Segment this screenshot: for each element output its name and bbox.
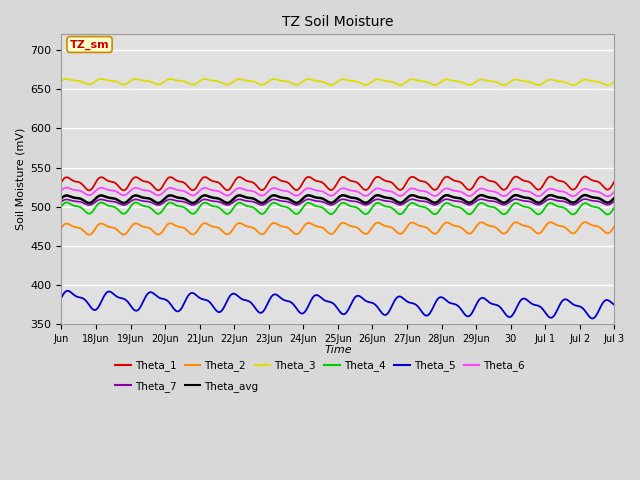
Theta_7 xyxy=(582,196,589,202)
Theta_1 xyxy=(85,188,93,193)
X-axis label: Time: Time xyxy=(324,346,352,355)
Theta_3 xyxy=(63,76,71,82)
Text: TZ_sm: TZ_sm xyxy=(70,39,109,49)
Theta_4 xyxy=(512,200,520,206)
Theta_6 xyxy=(611,189,618,194)
Theta_7 xyxy=(58,199,65,204)
Theta_avg xyxy=(358,198,365,204)
Theta_4 xyxy=(324,210,332,216)
Line: Theta_1: Theta_1 xyxy=(61,177,614,191)
Theta_1 xyxy=(324,186,332,192)
Theta_1 xyxy=(611,179,618,184)
Theta_6 xyxy=(512,186,520,192)
Theta_2 xyxy=(388,225,396,230)
Theta_6 xyxy=(598,191,606,197)
Theta_2 xyxy=(512,219,520,225)
Line: Theta_5: Theta_5 xyxy=(61,291,614,319)
Theta_4 xyxy=(598,208,606,214)
Theta_2 xyxy=(582,219,589,225)
Theta_avg xyxy=(611,195,618,201)
Theta_3 xyxy=(58,78,65,84)
Theta_2 xyxy=(324,230,332,236)
Theta_avg xyxy=(58,195,65,201)
Theta_1 xyxy=(321,182,329,188)
Theta_2 xyxy=(611,223,618,229)
Theta_avg xyxy=(321,197,329,203)
Theta_5 xyxy=(358,295,365,300)
Line: Theta_avg: Theta_avg xyxy=(61,195,614,203)
Theta_3 xyxy=(611,79,618,84)
Y-axis label: Soil Moisture (mV): Soil Moisture (mV) xyxy=(15,128,25,230)
Theta_3 xyxy=(358,81,365,86)
Theta_5 xyxy=(512,306,520,312)
Theta_2 xyxy=(358,229,365,235)
Theta_2 xyxy=(600,228,607,234)
Line: Theta_4: Theta_4 xyxy=(61,203,614,215)
Theta_5 xyxy=(588,316,596,322)
Legend: Theta_7, Theta_avg: Theta_7, Theta_avg xyxy=(111,377,263,396)
Line: Theta_3: Theta_3 xyxy=(61,79,614,85)
Theta_5 xyxy=(58,295,65,300)
Theta_5 xyxy=(64,288,72,294)
Theta_7 xyxy=(600,201,607,206)
Theta_1 xyxy=(388,180,396,185)
Theta_avg xyxy=(324,199,332,205)
Theta_2 xyxy=(58,225,65,231)
Theta_7 xyxy=(324,202,332,207)
Theta_6 xyxy=(321,190,329,196)
Theta_7 xyxy=(321,200,329,205)
Theta_1 xyxy=(600,184,607,190)
Theta_6 xyxy=(388,189,396,194)
Theta_5 xyxy=(388,304,396,310)
Theta_7 xyxy=(85,202,93,208)
Theta_3 xyxy=(604,83,612,88)
Theta_3 xyxy=(512,77,520,83)
Theta_4 xyxy=(388,205,396,211)
Theta_5 xyxy=(600,300,607,305)
Theta_avg xyxy=(582,192,589,198)
Theta_5 xyxy=(324,299,332,304)
Theta_7 xyxy=(358,201,365,206)
Theta_6 xyxy=(63,185,71,191)
Title: TZ Soil Moisture: TZ Soil Moisture xyxy=(282,15,394,29)
Theta_1 xyxy=(58,180,65,185)
Theta_4 xyxy=(321,207,329,213)
Theta_1 xyxy=(512,174,520,180)
Theta_6 xyxy=(58,188,65,193)
Line: Theta_6: Theta_6 xyxy=(61,188,614,196)
Theta_3 xyxy=(598,81,606,86)
Theta_1 xyxy=(582,174,589,180)
Theta_4 xyxy=(611,204,618,210)
Theta_avg xyxy=(512,192,520,198)
Theta_4 xyxy=(604,212,612,217)
Theta_3 xyxy=(324,82,332,87)
Theta_5 xyxy=(321,298,329,303)
Theta_7 xyxy=(611,198,618,204)
Theta_4 xyxy=(63,200,71,205)
Theta_avg xyxy=(85,200,93,206)
Theta_6 xyxy=(604,193,612,199)
Line: Theta_2: Theta_2 xyxy=(61,222,614,235)
Theta_6 xyxy=(358,192,365,197)
Theta_2 xyxy=(85,232,93,238)
Theta_7 xyxy=(512,196,520,202)
Theta_4 xyxy=(358,209,365,215)
Theta_4 xyxy=(58,204,65,209)
Theta_2 xyxy=(321,227,329,233)
Theta_5 xyxy=(611,302,618,308)
Theta_1 xyxy=(358,184,365,190)
Theta_avg xyxy=(388,196,396,202)
Line: Theta_7: Theta_7 xyxy=(61,199,614,205)
Theta_7 xyxy=(388,199,396,204)
Theta_avg xyxy=(600,198,607,204)
Theta_3 xyxy=(388,79,396,84)
Theta_6 xyxy=(324,192,332,198)
Theta_3 xyxy=(321,80,329,85)
